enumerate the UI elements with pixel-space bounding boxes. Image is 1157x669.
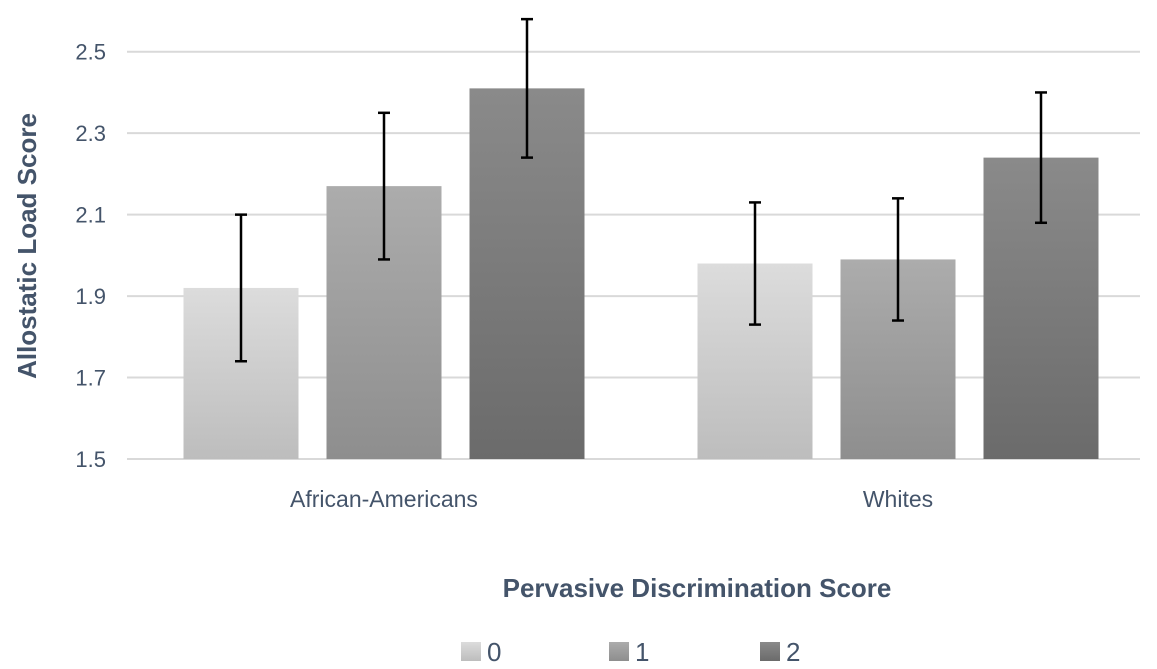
- legend-label: 1: [635, 637, 649, 667]
- error-bar-whites-0: [749, 201, 761, 326]
- y-axis-ticks: 1.5 1.7 1.9 2.1 2.3 2.5: [75, 40, 106, 472]
- y-tick-label: 1.9: [75, 284, 106, 309]
- error-bar-whites-2: [1035, 91, 1047, 225]
- y-tick-label: 1.7: [75, 366, 106, 391]
- x-category-label: African-Americans: [290, 486, 478, 512]
- legend-label: 2: [786, 637, 800, 667]
- y-axis-title: Allostatic Load Score: [12, 113, 42, 379]
- legend-item-1: 1: [609, 637, 649, 667]
- legend-item-2: 2: [760, 637, 800, 667]
- bars: [183, 88, 1099, 460]
- error-bar-african-americans-2: [521, 17, 533, 159]
- y-tick-label: 1.5: [75, 447, 106, 472]
- legend-swatch: [760, 642, 780, 661]
- error-bar-whites-1: [892, 197, 904, 322]
- error-bar-african-americans-1: [378, 111, 390, 261]
- y-tick-label: 2.1: [75, 203, 106, 228]
- legend-swatch: [461, 642, 481, 661]
- error-bar-african-americans-0: [235, 213, 247, 363]
- error-bars: [235, 17, 1047, 363]
- y-tick-label: 2.5: [75, 40, 106, 65]
- x-axis-title: Pervasive Discrimination Score: [503, 573, 892, 603]
- legend: 0 1 2: [461, 637, 800, 667]
- legend-swatch: [609, 642, 629, 661]
- x-axis-categories: African-Americans Whites: [290, 486, 933, 512]
- legend-item-0: 0: [461, 637, 501, 667]
- x-category-label: Whites: [863, 486, 933, 512]
- legend-label: 0: [487, 637, 501, 667]
- y-tick-label: 2.3: [75, 121, 106, 146]
